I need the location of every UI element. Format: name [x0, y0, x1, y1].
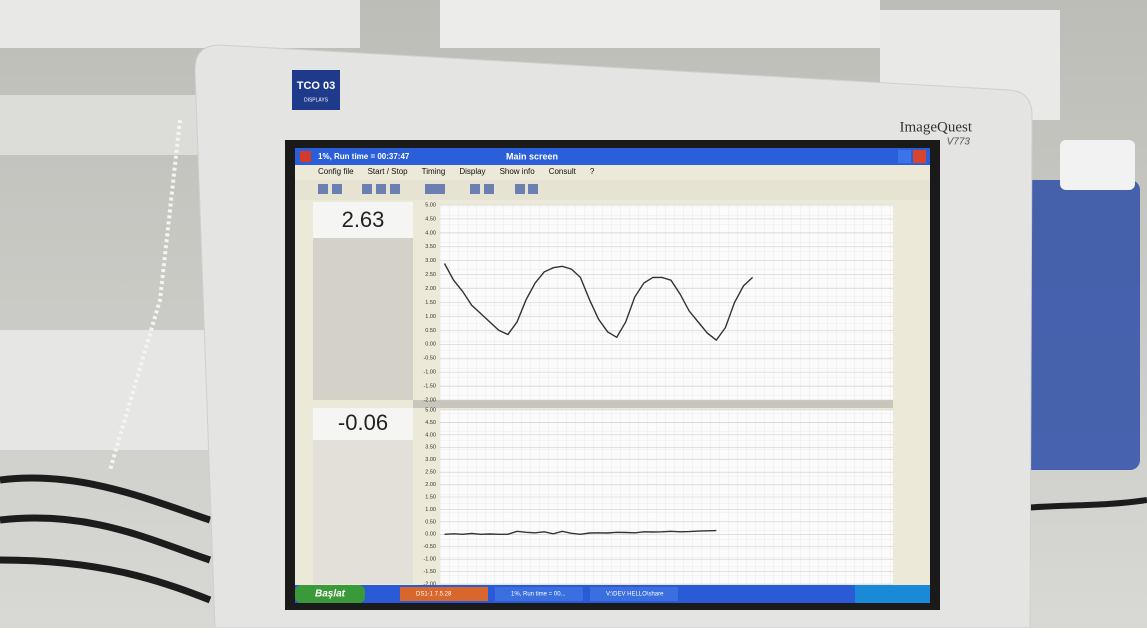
y-tick-label: -1.00 — [423, 370, 436, 376]
tray — [855, 585, 930, 603]
tool-icon[interactable] — [376, 184, 386, 194]
y-tick-label: 1.50 — [425, 494, 436, 500]
start-label[interactable]: Başlat — [315, 589, 346, 600]
y-tick-label: 4.50 — [425, 420, 436, 426]
task-button[interactable] — [495, 587, 583, 601]
y-tick-label: -2.00 — [423, 397, 436, 403]
desk-box — [0, 330, 210, 450]
tool-icon[interactable] — [425, 184, 445, 194]
task-label[interactable]: 1%, Run time = 00... — [511, 592, 566, 598]
readout: -0.06 — [338, 410, 388, 435]
splitter — [413, 400, 893, 408]
task-button[interactable] — [590, 587, 678, 601]
menu-item[interactable]: Timing — [422, 167, 446, 176]
toolbar — [295, 180, 930, 200]
close-button[interactable] — [913, 150, 926, 163]
blind — [440, 0, 880, 48]
data-line — [443, 263, 754, 342]
readout: 2.63 — [342, 207, 385, 232]
y-tick-label: 5.00 — [425, 202, 436, 208]
y-tick-label: -0.50 — [423, 356, 436, 362]
readout-box — [313, 202, 413, 238]
tool-icon[interactable] — [318, 184, 328, 194]
blind — [0, 0, 360, 48]
y-tick-label: 0.50 — [425, 328, 436, 334]
app-icon — [300, 151, 311, 162]
start-button[interactable] — [295, 585, 365, 603]
tool-icon[interactable] — [362, 184, 372, 194]
charts: 5.00 4.50 4.00 3.50 3.00 2.50 2.00 1.50 1.00 0.50… — [423, 202, 893, 587]
taskbar-items: DS1-1 7.5.28 1%, Run time = 00... V:\DEV H… — [400, 587, 678, 601]
y-tick-label: -1.50 — [423, 384, 436, 390]
y-tick-label: 2.50 — [425, 470, 436, 476]
model: V773 — [947, 137, 971, 148]
data-line — [444, 529, 717, 536]
y-tick-label: 5.00 — [425, 407, 436, 413]
menu-item[interactable]: ? — [590, 167, 595, 176]
y-tick-label: 1.00 — [425, 507, 436, 513]
menu-item[interactable]: Consult — [549, 167, 577, 176]
y-tick-label: 4.50 — [425, 216, 436, 222]
brand: ImageQuest — [900, 119, 973, 135]
window-caption: Main screen — [506, 151, 558, 161]
y-tick-label: 3.00 — [425, 457, 436, 463]
y-tick-label: 4.00 — [425, 432, 436, 438]
y-tick-label: 1.50 — [425, 300, 436, 306]
task-label[interactable]: V:\DEV HELLO\share — [606, 592, 664, 598]
toolbar-icons — [318, 184, 538, 194]
task-button[interactable] — [400, 587, 488, 601]
y-tick-label: -0.50 — [423, 544, 436, 550]
y-tick-label: -1.00 — [423, 557, 436, 563]
readout-box — [313, 408, 413, 440]
menu-item[interactable]: Start / Stop — [368, 167, 409, 176]
menu-item[interactable]: Config file — [318, 167, 354, 176]
menu-bar: Config file Start / Stop Timing Display Show… — [318, 167, 595, 176]
task-label[interactable]: DS1-1 7.5.28 — [416, 592, 452, 598]
tool-icon[interactable] — [390, 184, 400, 194]
tool-icon[interactable] — [484, 184, 494, 194]
shelf — [0, 95, 200, 155]
title-bar — [295, 148, 930, 165]
y-tick-label: 2.50 — [425, 272, 436, 278]
tool-icon[interactable] — [528, 184, 538, 194]
tool-icon[interactable] — [332, 184, 342, 194]
maximize-button[interactable] — [898, 150, 911, 163]
menu-item[interactable]: Display — [459, 167, 485, 176]
y-tick-label: 0.00 — [425, 342, 436, 348]
tool-icon[interactable] — [470, 184, 480, 194]
y-tick-label: -2.00 — [423, 581, 436, 587]
y-tick-label: -1.50 — [423, 569, 436, 575]
badge-text: TCO 03 — [297, 80, 336, 92]
badge-sub: DISPLAYS — [304, 97, 329, 103]
y-tick-label: 1.00 — [425, 314, 436, 320]
y-tick-label: 2.00 — [425, 286, 436, 292]
y-tick-label: 3.50 — [425, 445, 436, 451]
badge — [292, 70, 340, 110]
window-title: 1%, Run time = 00:37:47 — [318, 152, 410, 161]
y-tick-label: 0.50 — [425, 519, 436, 525]
tool-icon[interactable] — [515, 184, 525, 194]
y-tick-label: 3.00 — [425, 258, 436, 264]
cables — [0, 474, 212, 604]
menu-item[interactable]: Show info — [500, 167, 536, 176]
y-tick-label: 2.00 — [425, 482, 436, 488]
y-tick-label: 3.50 — [425, 244, 436, 250]
bead-chain — [108, 119, 182, 471]
y-tick-label: 0.00 — [425, 532, 436, 538]
container-lid — [1060, 140, 1135, 190]
y-tick-label: 4.00 — [425, 230, 436, 236]
